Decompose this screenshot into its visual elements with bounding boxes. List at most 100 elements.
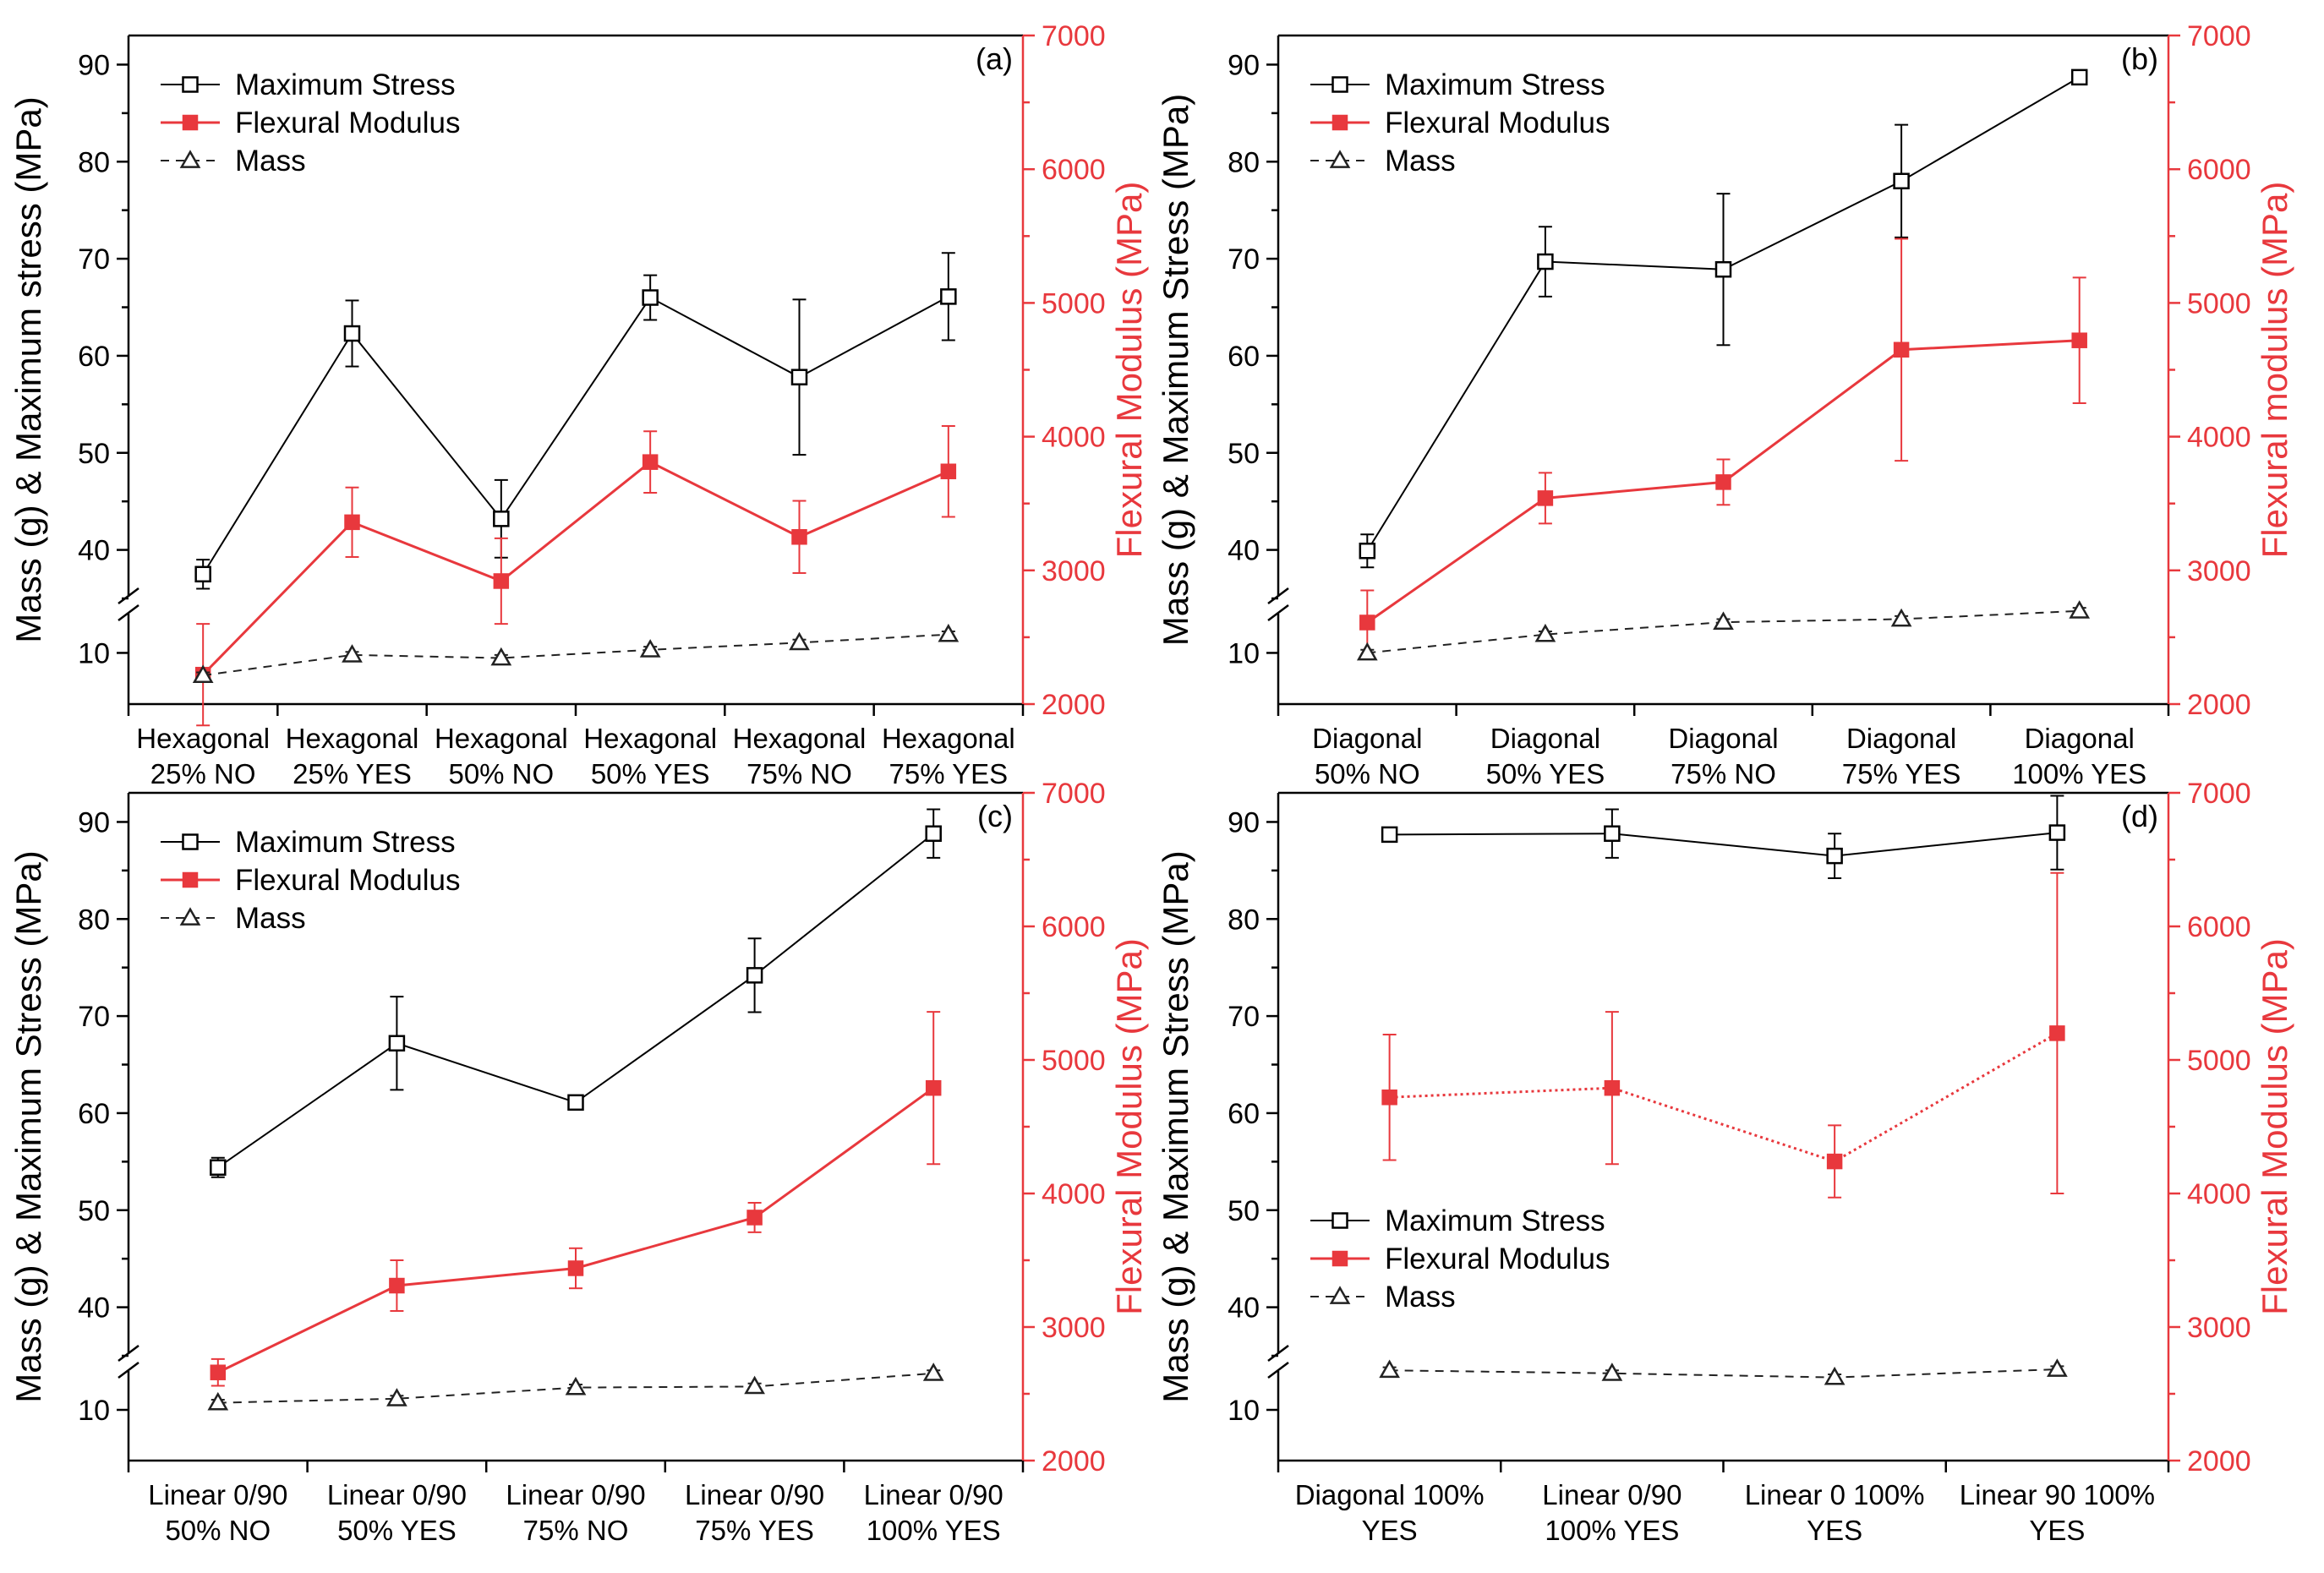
x-tick-label: Hexagonal 25% NO (136, 723, 270, 789)
left-tick-label: 40 (1228, 1292, 1260, 1324)
axis-break-mark (118, 587, 139, 604)
data-point (386, 1388, 407, 1406)
x-tick-label: Diagonal 75% NO (1668, 723, 1778, 789)
x-tick-label-line: Linear 0 100% (1745, 1479, 1925, 1510)
series-maximum-stress (1381, 795, 2066, 880)
x-tick-label-line: Diagonal (1312, 723, 1422, 754)
legend: Maximum Stress Flexural Modulus Mass (1310, 1204, 1610, 1314)
x-tick-label-line: 75% YES (695, 1515, 814, 1546)
left-tick-label: 60 (78, 341, 110, 373)
legend-label: Mass (1385, 145, 1456, 178)
series-maximum-stress (194, 252, 957, 590)
x-tick-label-line: YES (1807, 1515, 1862, 1546)
x-tick-label: Hexagonal 50% YES (583, 723, 717, 789)
data-point (1604, 1079, 1621, 1096)
data-point (343, 325, 361, 342)
y-axis-title-right: Flexural modulus (MPa) (2255, 182, 2294, 559)
data-point (744, 1375, 765, 1395)
x-tick-label-line: 25% YES (293, 758, 412, 789)
right-tick-label: 5000 (1042, 1045, 1106, 1077)
legend-label: Flexural Modulus (1385, 1243, 1610, 1275)
legend-label: Maximum Stress (235, 826, 456, 859)
x-tick-label: Diagonal 75% YES (1842, 723, 1961, 789)
left-tick-label: 50 (78, 1195, 110, 1227)
x-tick-label-line: 75% NO (523, 1515, 629, 1546)
data-point (565, 1376, 587, 1395)
data-point (746, 967, 763, 984)
legend-label: Flexural Modulus (1385, 107, 1610, 139)
x-tick-label-line: Linear 90 100% (1960, 1479, 2155, 1510)
data-point (2069, 600, 2091, 619)
y-axis-title-right: Flexural Modulus (MPa) (1109, 938, 1149, 1315)
data-point (344, 514, 360, 531)
legend-label: Maximum Stress (235, 68, 456, 101)
right-tick-label: 2000 (1042, 1445, 1106, 1477)
x-tick-label-line: Linear 0/90 (327, 1479, 467, 1510)
data-point (1893, 172, 1910, 189)
panel-label: (a) (976, 41, 1013, 76)
x-tick-label-line: YES (1362, 1515, 1418, 1546)
right-tick-label: 3000 (1042, 1312, 1106, 1344)
data-point (207, 1391, 229, 1411)
x-tick-label-line: 50% YES (337, 1515, 457, 1546)
x-tick-label-line: 50% YES (591, 758, 710, 789)
y-axis-title-right: Flexural Modulus (MPa) (1109, 182, 1149, 559)
legend-label: Mass (235, 145, 306, 178)
series-line (217, 1086, 935, 1374)
data-point (746, 1210, 763, 1226)
data-point (1826, 847, 1843, 865)
data-point (2047, 1358, 2068, 1377)
series-line (1389, 1368, 2058, 1379)
x-tick-label: Hexagonal 75% NO (733, 723, 867, 789)
x-tick-label-line: 50% YES (1486, 758, 1605, 789)
panel-label: (c) (977, 799, 1013, 833)
right-tick-label: 6000 (2187, 154, 2251, 186)
axis-break-mark (1267, 1345, 1289, 1362)
x-tick-label-line: 50% NO (1315, 758, 1420, 789)
left-tick-label: 80 (1228, 146, 1260, 178)
x-tick-label: Diagonal 100% YES (2012, 723, 2146, 789)
x-tick-label: Linear 0/90 50% NO (148, 1479, 287, 1546)
legend: Maximum Stress Flexural Modulus Mass (161, 68, 461, 178)
right-tick-label: 7000 (2187, 20, 2251, 52)
data-point (639, 639, 661, 658)
data-point (925, 1079, 942, 1096)
x-tick-label-line: YES (2029, 1515, 2085, 1546)
data-point (490, 647, 512, 666)
data-point (1713, 611, 1734, 631)
legend: Maximum Stress Flexural Modulus Mass (161, 826, 461, 935)
x-tick-label-line: 50% NO (165, 1515, 271, 1546)
legend-marker (1332, 114, 1348, 131)
left-tick-label: 90 (1228, 49, 1260, 81)
series-mass (1356, 600, 2091, 661)
legend-marker (182, 76, 199, 93)
y-axis-title-left: Mass (g) & Maximum stress (MPa) (8, 96, 48, 642)
x-tick-label-line: 50% NO (448, 758, 554, 789)
data-point (1359, 614, 1375, 631)
right-tick-label: 4000 (2187, 1178, 2251, 1210)
axis-break-mark (1267, 1362, 1289, 1379)
left-tick-label: 40 (1228, 535, 1260, 567)
x-tick-label: Linear 0/90 50% YES (327, 1479, 467, 1546)
data-point (2049, 1025, 2065, 1041)
left-tick-label: 10 (78, 637, 110, 669)
chart-panel-c: 40 50 60 70 80 90 10 2000 3000 4000 5000 6000 7000 Li… (8, 778, 1149, 1546)
left-tick-label: 90 (78, 806, 110, 838)
data-point (1604, 825, 1621, 842)
data-point (192, 664, 214, 683)
x-tick-label: Hexagonal 50% NO (435, 723, 568, 789)
x-tick-label: Hexagonal 25% YES (286, 723, 419, 789)
legend-marker (1329, 150, 1351, 168)
data-point (791, 529, 807, 545)
data-point (1537, 253, 1554, 270)
right-tick-label: 4000 (2187, 422, 2251, 454)
x-tick-label-line: 75% NO (746, 758, 852, 789)
x-tick-label-line: 100% YES (2012, 758, 2146, 789)
right-tick-label: 5000 (2187, 1045, 2251, 1077)
series-mass (192, 623, 960, 683)
legend-label: Flexural Modulus (235, 107, 461, 139)
data-point (210, 1364, 227, 1380)
data-point (790, 369, 808, 385)
